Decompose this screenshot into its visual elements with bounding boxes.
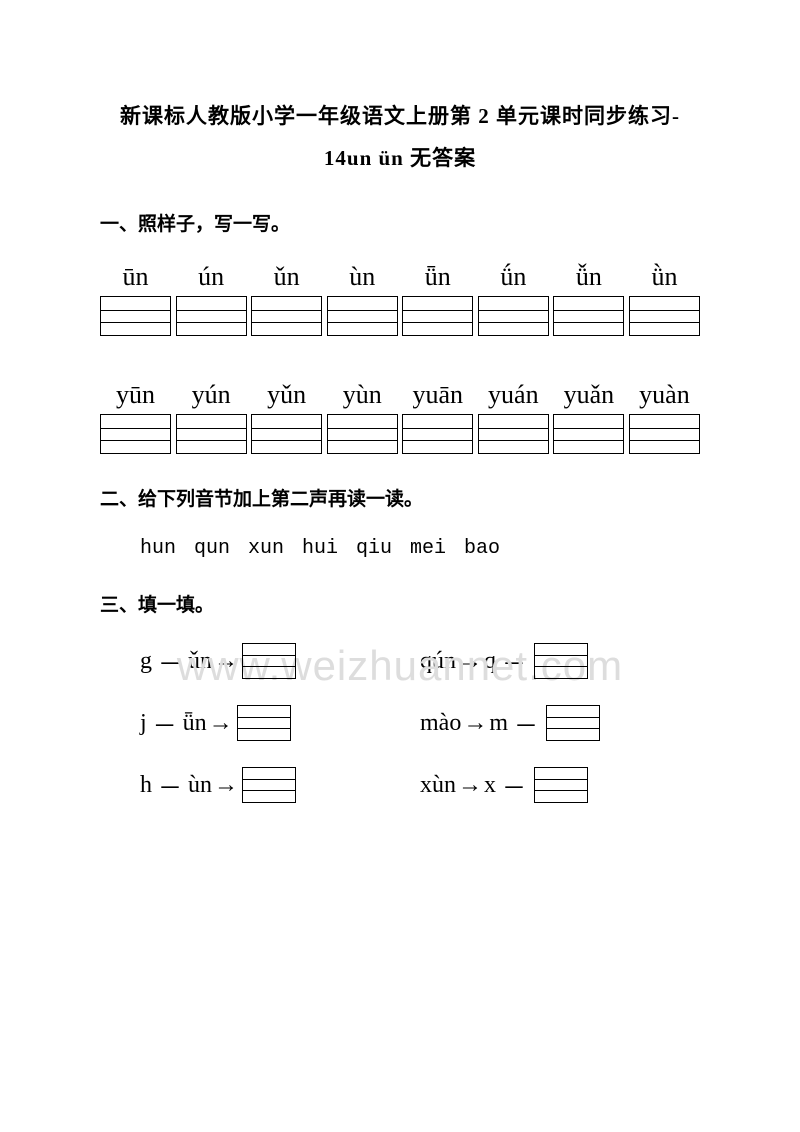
pinyin-label: yuǎn [564, 380, 615, 410]
fill-left: h － ùn → [140, 767, 420, 803]
writing-box [478, 296, 549, 336]
writing-box [176, 414, 247, 454]
pinyin-label: ùn [349, 262, 375, 292]
pinyin-col: yuǎn [553, 380, 624, 454]
arrow-icon: → [214, 772, 238, 799]
fill-row: j － ǖn → mào → m － [140, 705, 700, 741]
frag-a: h [140, 772, 152, 799]
writing-box [251, 414, 322, 454]
pinyin-col: ǜn [629, 262, 700, 336]
arrow-icon: → [458, 772, 482, 799]
writing-box [100, 296, 171, 336]
fill-right: qún → q － [420, 643, 588, 679]
writing-box [176, 296, 247, 336]
pinyin-label: yuān [412, 380, 463, 410]
pinyin-label: yùn [343, 380, 382, 410]
frag-b: x [484, 772, 496, 799]
frag-b: ùn [188, 772, 212, 799]
pinyin-col: ǖn [402, 262, 473, 336]
pinyin-col: ǔn [251, 262, 322, 336]
fill-row: h － ùn → xùn → x － [140, 767, 700, 803]
writing-box [327, 414, 398, 454]
arrow-icon: → [209, 710, 233, 737]
section2-syllables: hun qun xun hui qiu mei bao [140, 537, 700, 560]
writing-box [251, 296, 322, 336]
writing-box [629, 414, 700, 454]
fill-left: g － ǔn → [140, 643, 420, 679]
pinyin-label: ún [198, 262, 224, 292]
arrow-icon: → [463, 710, 487, 737]
dash: － [153, 706, 177, 741]
dash: － [158, 644, 182, 679]
pinyin-label: ǚn [576, 262, 602, 292]
pinyin-label: yǔn [267, 380, 306, 410]
answer-box [242, 643, 296, 679]
pinyin-col: yǔn [251, 380, 322, 454]
pinyin-label: yūn [116, 380, 155, 410]
answer-box [242, 767, 296, 803]
fill-row: g － ǔn → qún → q － [140, 643, 700, 679]
arrow-icon: → [214, 648, 238, 675]
frag-b: ǖn [183, 710, 207, 737]
section3-heading: 三、填一填。 [100, 590, 700, 617]
section1-heading: 一、照样子，写一写。 [100, 209, 700, 236]
frag-b: q [484, 648, 496, 675]
writing-box [402, 296, 473, 336]
writing-box [629, 296, 700, 336]
frag-a: g [140, 648, 152, 675]
pinyin-label: ǔn [274, 262, 300, 292]
answer-box [534, 643, 588, 679]
frag-a: mào [420, 710, 461, 737]
pinyin-col: ǘn [478, 262, 549, 336]
frag-b: ǔn [188, 648, 212, 675]
writing-box [553, 296, 624, 336]
pinyin-col: ùn [327, 262, 398, 336]
frag-b: m [489, 710, 508, 737]
pinyin-col: yùn [327, 380, 398, 454]
frag-a: qún [420, 648, 456, 675]
pinyin-col: yuán [478, 380, 549, 454]
pinyin-col: yuàn [629, 380, 700, 454]
answer-box [546, 705, 600, 741]
pinyin-label: yún [192, 380, 231, 410]
pinyin-label: yuán [488, 380, 539, 410]
section1-row1: ūn ún ǔn ùn ǖn ǘn ǚn ǜn [100, 262, 700, 336]
pinyin-col: yuān [402, 380, 473, 454]
dash: － [158, 768, 182, 803]
section3-grid: g － ǔn → qún → q － j － ǖn → mào → m － [140, 643, 700, 803]
dash: － [502, 768, 526, 803]
dash: － [502, 644, 526, 679]
writing-box [402, 414, 473, 454]
answer-box [237, 705, 291, 741]
title-line-2: 14un ün 无答案 [100, 137, 700, 179]
pinyin-col: ǚn [553, 262, 624, 336]
fill-right: mào → m － [420, 705, 600, 741]
frag-a: j [140, 710, 147, 737]
answer-box [534, 767, 588, 803]
pinyin-col: yún [176, 380, 247, 454]
fill-right: xùn → x － [420, 767, 588, 803]
title-line-1: 新课标人教版小学一年级语文上册第 2 单元课时同步练习- [100, 95, 700, 137]
pinyin-col: ún [176, 262, 247, 336]
writing-box [478, 414, 549, 454]
pinyin-label: ǖn [425, 262, 451, 292]
section2-heading: 二、给下列音节加上第二声再读一读。 [100, 484, 700, 511]
dash: － [514, 706, 538, 741]
writing-box [553, 414, 624, 454]
pinyin-col: yūn [100, 380, 171, 454]
pinyin-col: ūn [100, 262, 171, 336]
pinyin-label: yuàn [639, 380, 690, 410]
pinyin-label: ūn [123, 262, 149, 292]
frag-a: xùn [420, 772, 456, 799]
fill-left: j － ǖn → [140, 705, 420, 741]
writing-box [100, 414, 171, 454]
writing-box [327, 296, 398, 336]
section1-row2: yūn yún yǔn yùn yuān yuán yuǎn yuàn [100, 380, 700, 454]
arrow-icon: → [458, 648, 482, 675]
pinyin-label: ǘn [500, 262, 526, 292]
pinyin-label: ǜn [651, 262, 677, 292]
